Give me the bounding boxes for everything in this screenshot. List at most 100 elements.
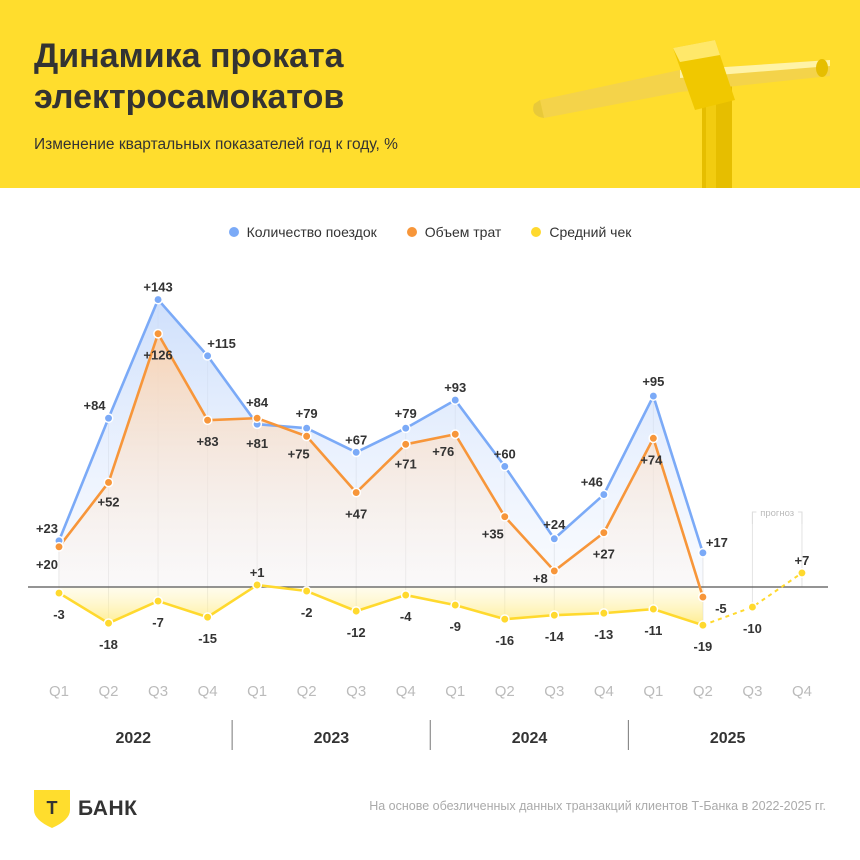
x-tick-label: Q3	[742, 683, 762, 700]
check-point	[351, 606, 362, 617]
check-data-label: -14	[545, 629, 565, 644]
check-data-label: -7	[152, 615, 164, 630]
trips-data-label: +60	[494, 446, 516, 461]
x-tick-label: Q4	[198, 683, 218, 700]
x-tick-label: Q2	[495, 683, 515, 700]
spend-point	[549, 565, 560, 576]
trips-point	[499, 461, 510, 472]
legend-label: Средний чек	[549, 224, 632, 240]
spend-data-label: -5	[715, 601, 727, 616]
check-data-label: -19	[693, 639, 712, 654]
trips-point	[301, 423, 312, 434]
trips-data-label: +93	[444, 380, 466, 395]
logo-letter: Т	[47, 798, 58, 818]
check-point	[153, 596, 164, 607]
spend-data-label: +8	[533, 571, 548, 586]
check-data-label: -15	[198, 631, 217, 646]
forecast-label: прогноз	[760, 508, 794, 519]
check-data-label: +1	[250, 565, 265, 580]
x-tick-label: Q3	[544, 683, 564, 700]
logo-text: БАНК	[78, 797, 138, 820]
legend-label: Количество поездок	[246, 224, 377, 240]
spend-data-label: +84	[246, 395, 269, 410]
header: Динамика проката электросамокатов Измене…	[0, 0, 860, 188]
spend-point	[499, 511, 510, 522]
check-data-label: +7	[795, 553, 810, 568]
spend-point	[450, 429, 461, 440]
year-label: 2024	[512, 730, 548, 747]
x-tick-label: Q2	[99, 683, 119, 700]
year-label: 2023	[314, 730, 350, 747]
tbank-logo: Т БАНК	[34, 790, 137, 828]
x-tick-label: Q2	[297, 683, 317, 700]
year-label: 2022	[115, 730, 151, 747]
legend-dot	[228, 227, 239, 237]
forecast-bracket	[751, 511, 803, 524]
trips-data-label: +24	[543, 517, 566, 532]
check-point	[549, 610, 560, 621]
legend-item-spend: Объем трат	[406, 224, 502, 240]
check-point	[202, 612, 213, 623]
chart: прогноз +23 +84 +143 +115 +81 +79 +67 +79 +93 +60 +…	[28, 280, 828, 750]
trips-data-label: +115	[207, 336, 236, 351]
spend-data-label: +20	[36, 557, 58, 572]
spend-data-label: +47	[345, 507, 367, 522]
spend-data-label: +76	[432, 444, 454, 459]
check-point	[697, 620, 708, 631]
spend-area	[59, 333, 703, 598]
check-line	[58, 583, 704, 627]
trips-point	[103, 413, 114, 424]
check-data-label: -4	[400, 609, 412, 624]
check-point	[598, 608, 609, 619]
legend-label: Объем трат	[424, 224, 502, 240]
spend-data-label: +52	[97, 494, 119, 509]
legend-dot	[531, 227, 542, 237]
x-tick-label: Q4	[396, 683, 416, 700]
check-forecast-line	[702, 572, 803, 627]
x-tick-label: Q3	[346, 683, 366, 700]
scooter-illustration	[533, 40, 830, 188]
check-point	[103, 618, 114, 629]
trips-data-label: +95	[642, 374, 664, 389]
check-data-label: -13	[594, 627, 613, 642]
spend-point	[252, 413, 263, 424]
check-point	[54, 588, 64, 598]
trips-point	[400, 423, 411, 434]
check-point	[499, 614, 510, 625]
spend-data-label: +74	[640, 452, 663, 467]
trips-data-label: +84	[83, 398, 106, 413]
check-point	[400, 590, 411, 600]
trips-data-label: +81	[246, 436, 268, 451]
trips-data-label: +46	[581, 475, 603, 490]
x-tick-label: Q1	[247, 683, 267, 700]
spend-line	[57, 332, 705, 598]
spend-point	[301, 431, 312, 442]
check-data-label: -12	[347, 625, 366, 640]
year-label: 2025	[710, 730, 746, 747]
check-point	[747, 602, 758, 613]
subtitle: Изменение квартальных показателей год к …	[34, 136, 398, 153]
legend-item-trips: Количество поездок	[228, 224, 377, 240]
x-tick-label: Q1	[445, 683, 465, 700]
check-point	[301, 586, 312, 596]
x-tick-label: Q4	[594, 683, 614, 700]
check-point	[450, 600, 461, 611]
check-data-label: -9	[449, 619, 461, 634]
trips-data-label: +79	[395, 406, 417, 421]
check-data-label: -16	[495, 633, 514, 648]
trips-line	[57, 298, 705, 554]
x-tick-label: Q1	[49, 683, 69, 700]
x-tick-label: Q3	[148, 683, 168, 700]
legend: Количество поездок Объем трат Средний че…	[0, 224, 860, 240]
source-note: На основе обезличенных данных транзакций…	[369, 799, 826, 813]
trips-data-label: +67	[345, 432, 367, 447]
check-data-label: -11	[644, 623, 662, 638]
spend-data-label: +83	[197, 434, 219, 449]
check-point	[252, 580, 263, 590]
trips-point	[351, 447, 362, 458]
spend-data-label: +35	[482, 527, 504, 542]
spend-point	[153, 328, 164, 339]
check-data-label: -2	[301, 605, 313, 620]
legend-item-check: Средний чек	[531, 224, 631, 240]
